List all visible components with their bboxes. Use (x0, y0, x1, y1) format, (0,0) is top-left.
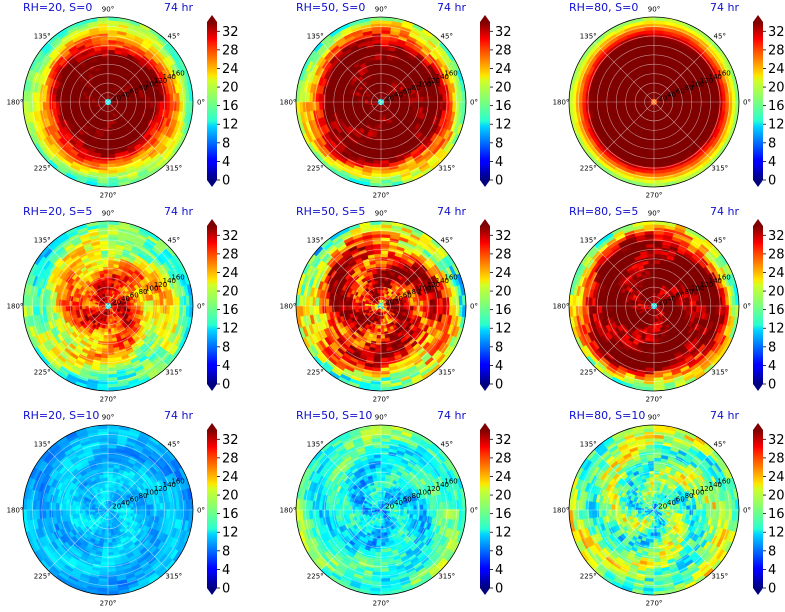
colorbar-tick-label: 24 (222, 62, 239, 77)
angle-tick-label: 45° (441, 33, 453, 41)
colorbar-tick-label: 4 (495, 155, 503, 170)
polar-panel: 0°45°90°135°180°225°270°315°20 40 60 801001… (280, 1, 512, 200)
colorbar-tick-label: 24 (495, 62, 512, 77)
polar-panel: 0°45°90°135°180°225°270°315°20 40 60 801001… (7, 205, 239, 404)
colorbar-extend-min (207, 180, 217, 187)
colorbar-body (480, 22, 490, 180)
colorbar-extend-min (480, 180, 490, 187)
colorbar-tick-label: 24 (768, 62, 785, 77)
colorbar: 0 4 8 12 16 20 24 28 32 (207, 15, 239, 189)
colorbar: 0 4 8 12 16 20 24 28 32 (480, 15, 512, 189)
angle-tick-label: 270° (373, 192, 390, 200)
radial-tick-label: 20 (112, 94, 121, 102)
polar-panel: 0°45°90°135°180°225°270°315°20 40 60 801001… (7, 1, 239, 200)
radial-tick-label: 40 (121, 91, 130, 99)
colorbar-tick-label: 0 (222, 174, 230, 189)
angle-tick-label: 315° (165, 164, 182, 172)
angle-tick-label: 45° (714, 33, 726, 41)
colorbar-tick-label: 32 (495, 25, 512, 40)
angle-tick-label: 90° (648, 6, 660, 14)
colorbar-tick-label: 8 (768, 136, 776, 151)
colorbar-body (753, 22, 763, 180)
angle-tick-label: 45° (168, 33, 180, 41)
colorbar-extend-max (480, 15, 490, 22)
angle-tick-label: 225° (307, 164, 324, 172)
colorbar-tick-label: 32 (222, 25, 239, 40)
angle-tick-label: 90° (375, 6, 387, 14)
angle-tick-label: 0° (197, 99, 205, 107)
panel-title: RH=80, S=0 (569, 1, 638, 14)
colorbar-tick-label: 28 (495, 43, 512, 58)
radial-tick-label: 80 (139, 84, 148, 92)
angle-tick-label: 135° (307, 33, 324, 41)
angular-gridline (47, 101, 109, 163)
colorbar-tick-label: 0 (495, 174, 503, 189)
angle-tick-label: 315° (438, 164, 455, 172)
colorbar-tick-label: 20 (222, 81, 239, 96)
heatmap-field (23, 17, 193, 187)
panel-time-label: 74 hr (437, 1, 466, 14)
radial-tick-label: 60 (130, 87, 139, 95)
angle-tick-label: 270° (646, 192, 663, 200)
radial-tick-label: 20 (385, 94, 394, 102)
angular-gridline (47, 41, 109, 103)
panel-title: RH=20, S=0 (23, 1, 92, 14)
colorbar-tick-label: 28 (768, 43, 785, 58)
radial-tick-label: 120 (154, 77, 167, 85)
angle-tick-label: 270° (100, 192, 117, 200)
angular-gridline (107, 41, 169, 103)
colorbar-tick-label: 20 (495, 81, 512, 96)
colorbar-tick-label: 4 (222, 155, 230, 170)
radial-tick-label: 160 (444, 70, 457, 78)
panel-time-label: 74 hr (164, 1, 193, 14)
colorbar-tick-label: 8 (222, 136, 230, 151)
radial-tick-label: 20 (658, 94, 667, 102)
radial-tick-label: 140 (163, 73, 176, 81)
polar-frame (22, 16, 194, 188)
angle-tick-label: 180° (280, 99, 297, 107)
colorbar-tick-label: 12 (222, 118, 239, 133)
colorbar-tick-label: 12 (768, 118, 785, 133)
angle-tick-label: 225° (34, 164, 51, 172)
colorbar-tick-label: 28 (222, 43, 239, 58)
colorbar-tick-label: 16 (768, 99, 785, 114)
radial-tick-label: 40 (667, 91, 676, 99)
colorbar-tick-label: 20 (768, 81, 785, 96)
colorbar-extend-min (753, 180, 763, 187)
radial-tick-label: 60 (676, 87, 685, 95)
colorbar: 0 4 8 12 16 20 24 28 32 (753, 15, 785, 189)
angle-tick-label: 315° (711, 164, 728, 172)
panel-title: RH=50, S=0 (296, 1, 365, 14)
colorbar-tick-label: 16 (495, 99, 512, 114)
angle-tick-label: 90° (102, 6, 114, 14)
angle-tick-label: 0° (743, 99, 751, 107)
angle-tick-label: 0° (470, 99, 478, 107)
colorbar-tick-label: 32 (768, 25, 785, 40)
colorbar-tick-label: 0 (768, 174, 776, 189)
colorbar-tick-label: 8 (495, 136, 503, 151)
angle-tick-label: 135° (580, 33, 597, 41)
heatmap-field (296, 17, 466, 187)
radial-tick-label: 160 (717, 70, 730, 78)
colorbar-body (207, 22, 217, 180)
colorbar-extend-max (753, 15, 763, 22)
colorbar-tick-label: 16 (222, 99, 239, 114)
colorbar-extend-max (207, 15, 217, 22)
colorbar-tick-label: 12 (495, 118, 512, 133)
colorbar-tick-label: 4 (768, 155, 776, 170)
radial-tick-label: 40 (394, 91, 403, 99)
polar-panel: 0°45°90°135°180°225°270°315°20 40 60 801001… (553, 1, 785, 200)
radial-tick-label: 160 (171, 70, 184, 78)
panel-time-label: 74 hr (710, 1, 739, 14)
radial-tick-label: 100 (145, 80, 158, 88)
angle-tick-label: 135° (34, 33, 51, 41)
angle-tick-label: 180° (553, 99, 570, 107)
radial-tick-label: 60 (403, 87, 412, 95)
angular-gridline (107, 101, 169, 163)
angle-tick-label: 180° (7, 99, 24, 107)
angle-tick-label: 225° (580, 164, 597, 172)
